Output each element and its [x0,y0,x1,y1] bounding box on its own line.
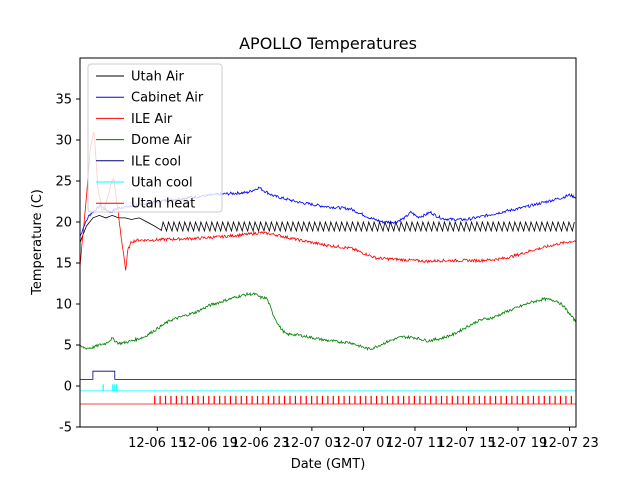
y-tick-label: 15 [55,257,72,272]
legend-label: Utah heat [131,197,195,212]
legend-label: Dome Air [131,133,192,148]
x-tick-label: 12-06 23 [231,436,289,451]
temperature-chart: APOLLO Temperatures 12-06 1512-06 1912-0… [0,0,640,480]
x-tick-label: 12-07 19 [489,436,547,451]
y-tick-label: 25 [55,175,72,190]
chart-title: APOLLO Temperatures [239,34,417,53]
y-tick-label: 0 [64,380,72,395]
x-tick-label: 12-07 15 [437,436,495,451]
y-tick-label: -5 [59,421,72,436]
x-tick-label: 12-06 19 [180,436,238,451]
x-tick-label: 12-06 15 [128,436,186,451]
x-tick-label: 12-07 23 [540,436,598,451]
y-tick-label: 30 [55,134,72,149]
y-tick-label: 10 [55,298,72,313]
y-tick-label: 5 [64,339,72,354]
legend-label: Utah Air [131,70,184,85]
legend: Utah Air Cabinet Air ILE Air Dome Air ILE co… [88,64,222,212]
x-tick-label: 12-07 11 [386,436,444,451]
legend-label: ILE Air [131,112,173,127]
y-tick-label: 20 [55,216,72,231]
x-axis-label: Date (GMT) [291,457,366,472]
y-axis-label: Temperature (C) [30,189,45,296]
legend-label: ILE cool [131,154,181,169]
legend-label: Utah cool [131,176,193,191]
x-tick-label: 12-07 07 [334,436,392,451]
y-tick-label: 35 [55,93,72,108]
x-tick-label: 12-07 03 [283,436,341,451]
legend-label: Cabinet Air [131,91,204,106]
